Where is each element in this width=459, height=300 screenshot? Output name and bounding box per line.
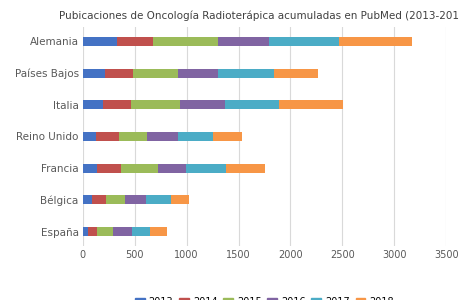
Bar <box>217 37 268 46</box>
Bar <box>146 196 170 204</box>
Bar <box>96 227 113 236</box>
Bar <box>157 164 185 172</box>
Bar <box>147 132 178 141</box>
Bar <box>125 196 146 204</box>
Bar <box>185 164 225 172</box>
Bar <box>268 37 339 46</box>
Bar <box>131 227 150 236</box>
Bar <box>106 196 125 204</box>
Bar <box>102 100 130 109</box>
Bar <box>104 69 132 77</box>
Bar <box>339 37 411 46</box>
Bar <box>180 100 224 109</box>
Bar <box>117 37 153 46</box>
Bar <box>279 100 343 109</box>
Bar <box>170 196 189 204</box>
Bar <box>217 69 273 77</box>
Bar <box>83 164 97 172</box>
Bar <box>132 69 178 77</box>
Bar <box>83 37 117 46</box>
Bar <box>212 132 241 141</box>
Title: Pubicaciones de Oncología Radioterápica acumuladas en PubMed (2013-2018): Pubicaciones de Oncología Radioterápica … <box>59 10 459 21</box>
Bar <box>88 227 96 236</box>
Bar <box>92 196 106 204</box>
Bar <box>121 164 157 172</box>
Bar <box>83 132 96 141</box>
Bar <box>83 100 102 109</box>
Bar <box>83 227 88 236</box>
Legend: 2013, 2014, 2015, 2016, 2017, 2018: 2013, 2014, 2015, 2016, 2017, 2018 <box>131 293 397 300</box>
Bar <box>273 69 318 77</box>
Bar <box>178 69 217 77</box>
Bar <box>150 227 167 236</box>
Bar <box>119 132 147 141</box>
Bar <box>83 69 104 77</box>
Bar <box>83 196 92 204</box>
Bar <box>130 100 180 109</box>
Bar <box>96 132 119 141</box>
Bar <box>97 164 121 172</box>
Bar <box>153 37 217 46</box>
Bar <box>224 100 279 109</box>
Bar <box>113 227 131 236</box>
Bar <box>225 164 264 172</box>
Bar <box>178 132 212 141</box>
